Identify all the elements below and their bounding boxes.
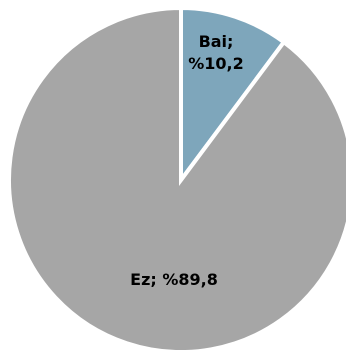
data-label-line: Bai; [199, 32, 234, 51]
data-label-line: Ez; %89,8 [130, 270, 218, 289]
data-label-bai: Bai; %10,2 [188, 32, 244, 73]
pie-slice-bai [179, 5, 287, 187]
pie-labels: Bai; %10,2 Ez; %89,8 [130, 32, 244, 289]
data-label-line: %10,2 [188, 54, 244, 73]
pie-slices [7, 5, 346, 350]
pie-slice-ez [7, 5, 346, 350]
data-label-ez: Ez; %89,8 [130, 270, 218, 289]
